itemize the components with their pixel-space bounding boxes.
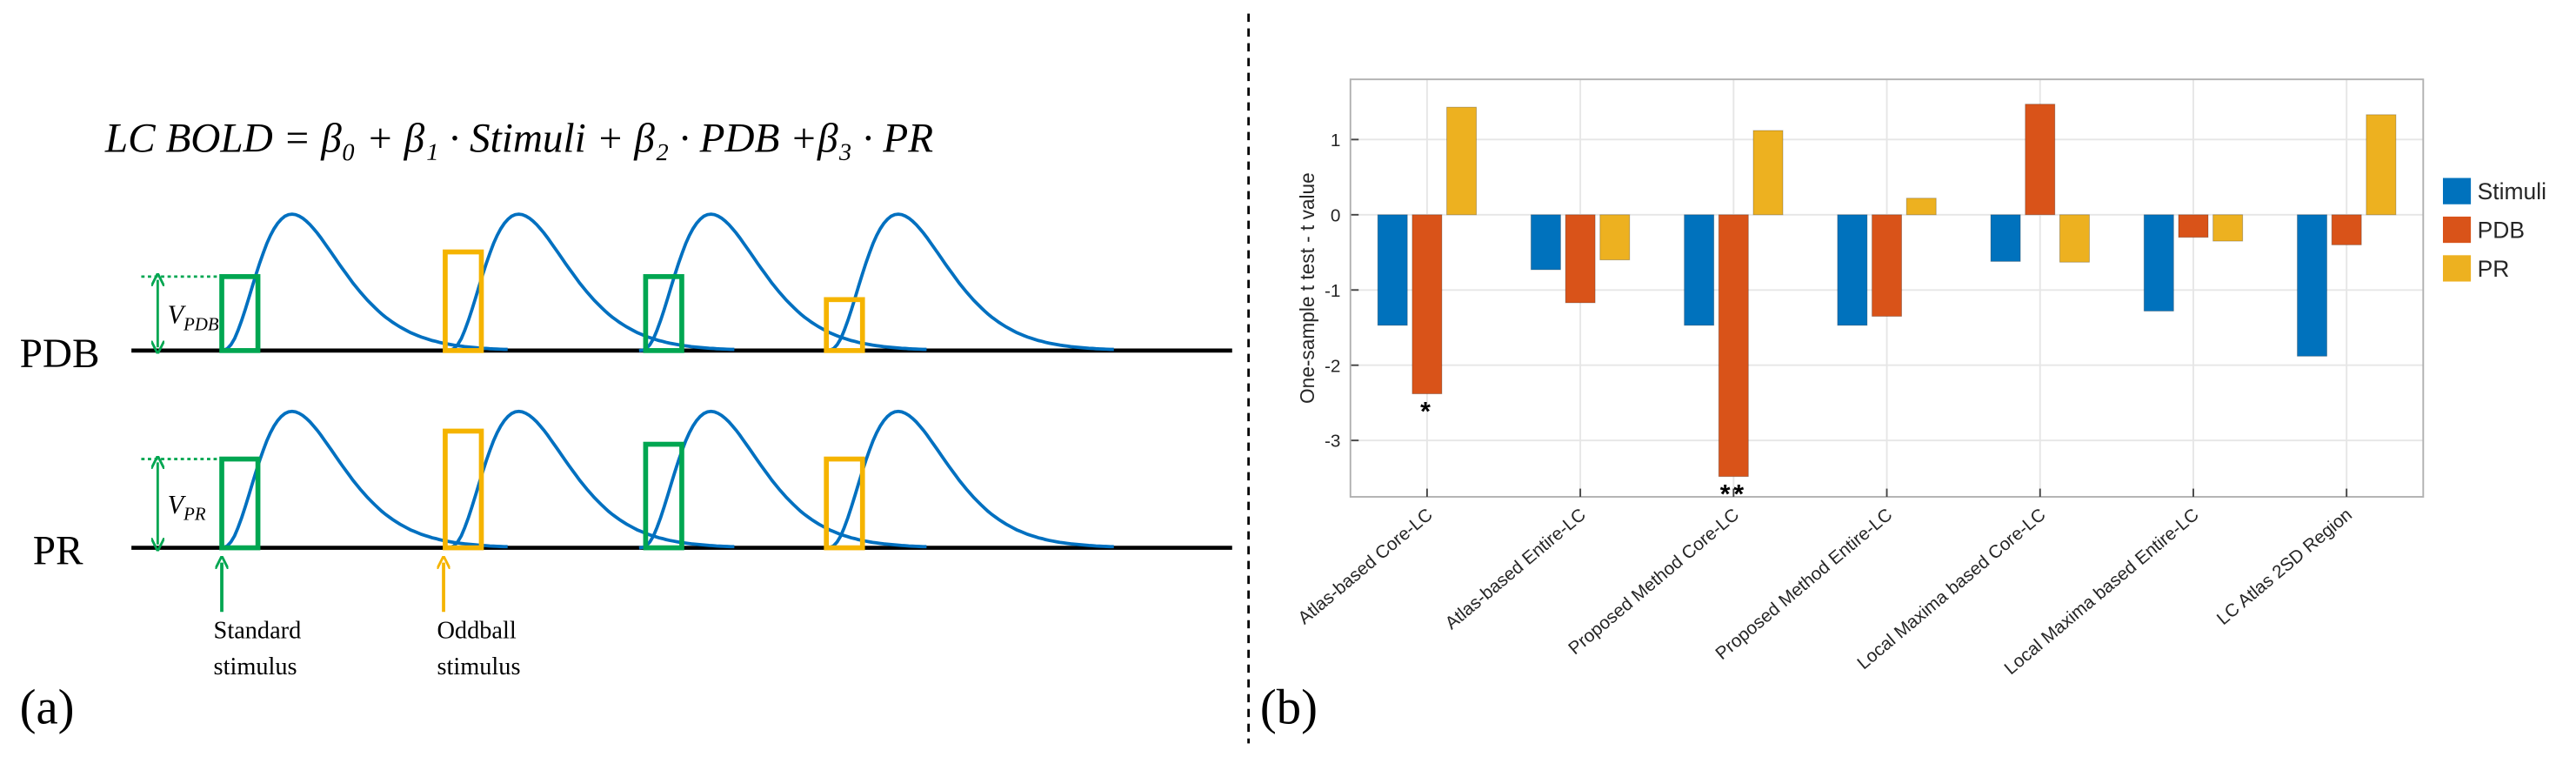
amp-sub: PR (183, 504, 206, 524)
bar (1411, 214, 1443, 395)
bar (1905, 198, 1937, 216)
y-tick-label: -3 (1325, 432, 1340, 452)
bar (1446, 106, 1478, 216)
stimulus-box (643, 441, 684, 551)
legend-label: Stimuli (2478, 178, 2546, 204)
x-tick-label: Proposed Method Entire-LC (1712, 505, 1896, 664)
bar (2297, 214, 2328, 357)
amp-sub: PDB (183, 314, 219, 334)
bar (1599, 214, 1631, 261)
stimulus-box (443, 249, 484, 353)
bar (1718, 214, 1749, 478)
x-tick-label: Atlas-based Core-LC (1294, 505, 1436, 628)
bar (2366, 114, 2397, 216)
bold-curve (826, 409, 1114, 550)
bar (2059, 214, 2090, 263)
bar (1530, 214, 1561, 271)
x-tick-label: Proposed Method Core-LC (1565, 505, 1743, 659)
bar (2025, 104, 2056, 216)
annotation: * (1420, 398, 1434, 426)
x-tick-label: LC Atlas 2SD Region (2213, 505, 2356, 629)
amp-main: V (168, 490, 187, 519)
bar (1990, 214, 2021, 262)
bar (2212, 214, 2244, 242)
y-tick-label: 1 (1331, 131, 1341, 151)
stimulus-box (643, 274, 684, 353)
panel-a: LC BOLD = β₀ + β₁ · Stimuli + β₂ · PDB +… (20, 116, 1232, 735)
panel-label: (a) (20, 681, 75, 735)
legend-label: PDB (2478, 217, 2525, 243)
bold-curve (219, 409, 508, 550)
stim-label: Oddball (437, 617, 516, 644)
y-axis-label: One-sample t test - t value (1296, 172, 1318, 404)
bar (1377, 214, 1408, 326)
x-tick-label: Atlas-based Entire-LC (1441, 505, 1589, 633)
bar (1565, 214, 1596, 304)
stimulus-box (824, 297, 865, 353)
stimulus-box (824, 456, 865, 551)
bar (1684, 214, 1715, 326)
legend-swatch (2442, 216, 2472, 244)
bold-curve (446, 409, 735, 550)
legend-swatch (2442, 255, 2472, 282)
amp-label: VPDB (168, 300, 219, 335)
bar (1837, 214, 1868, 326)
amp-main: V (168, 300, 187, 330)
bar (1752, 130, 1784, 216)
row-label: PDB (20, 332, 100, 377)
bold-curve (826, 212, 1114, 352)
y-tick-label: -1 (1325, 281, 1340, 301)
stimulus-box (443, 428, 484, 551)
y-tick-label: -2 (1325, 356, 1340, 376)
bar (2143, 214, 2174, 312)
bold-curve (446, 212, 735, 352)
panel-b: -3 -2 -1 0 1 One-sample t test - t value Atlas… (1294, 78, 2546, 679)
bar (2331, 214, 2362, 245)
legend-label: PR (2478, 256, 2510, 282)
panel-label: (b) (1260, 681, 1318, 735)
bar (2178, 214, 2209, 238)
stim-label: stimulus (437, 653, 520, 680)
y-tick-label: 0 (1331, 205, 1341, 225)
stimulus-box (219, 274, 261, 353)
row-label: PR (33, 528, 83, 573)
annotation: ** (1720, 480, 1747, 509)
bold-curve (219, 212, 508, 352)
stim-label: Standard (214, 617, 302, 644)
stimulus-box (219, 456, 261, 551)
bold-curve (638, 212, 927, 352)
equation: LC BOLD = β₀ + β₁ · Stimuli + β₂ · PDB +… (104, 116, 933, 161)
amp-label: VPR (168, 490, 206, 525)
bar (1872, 214, 1903, 317)
stim-label: stimulus (214, 653, 297, 680)
bold-curve (638, 409, 927, 550)
legend-swatch (2442, 178, 2472, 204)
